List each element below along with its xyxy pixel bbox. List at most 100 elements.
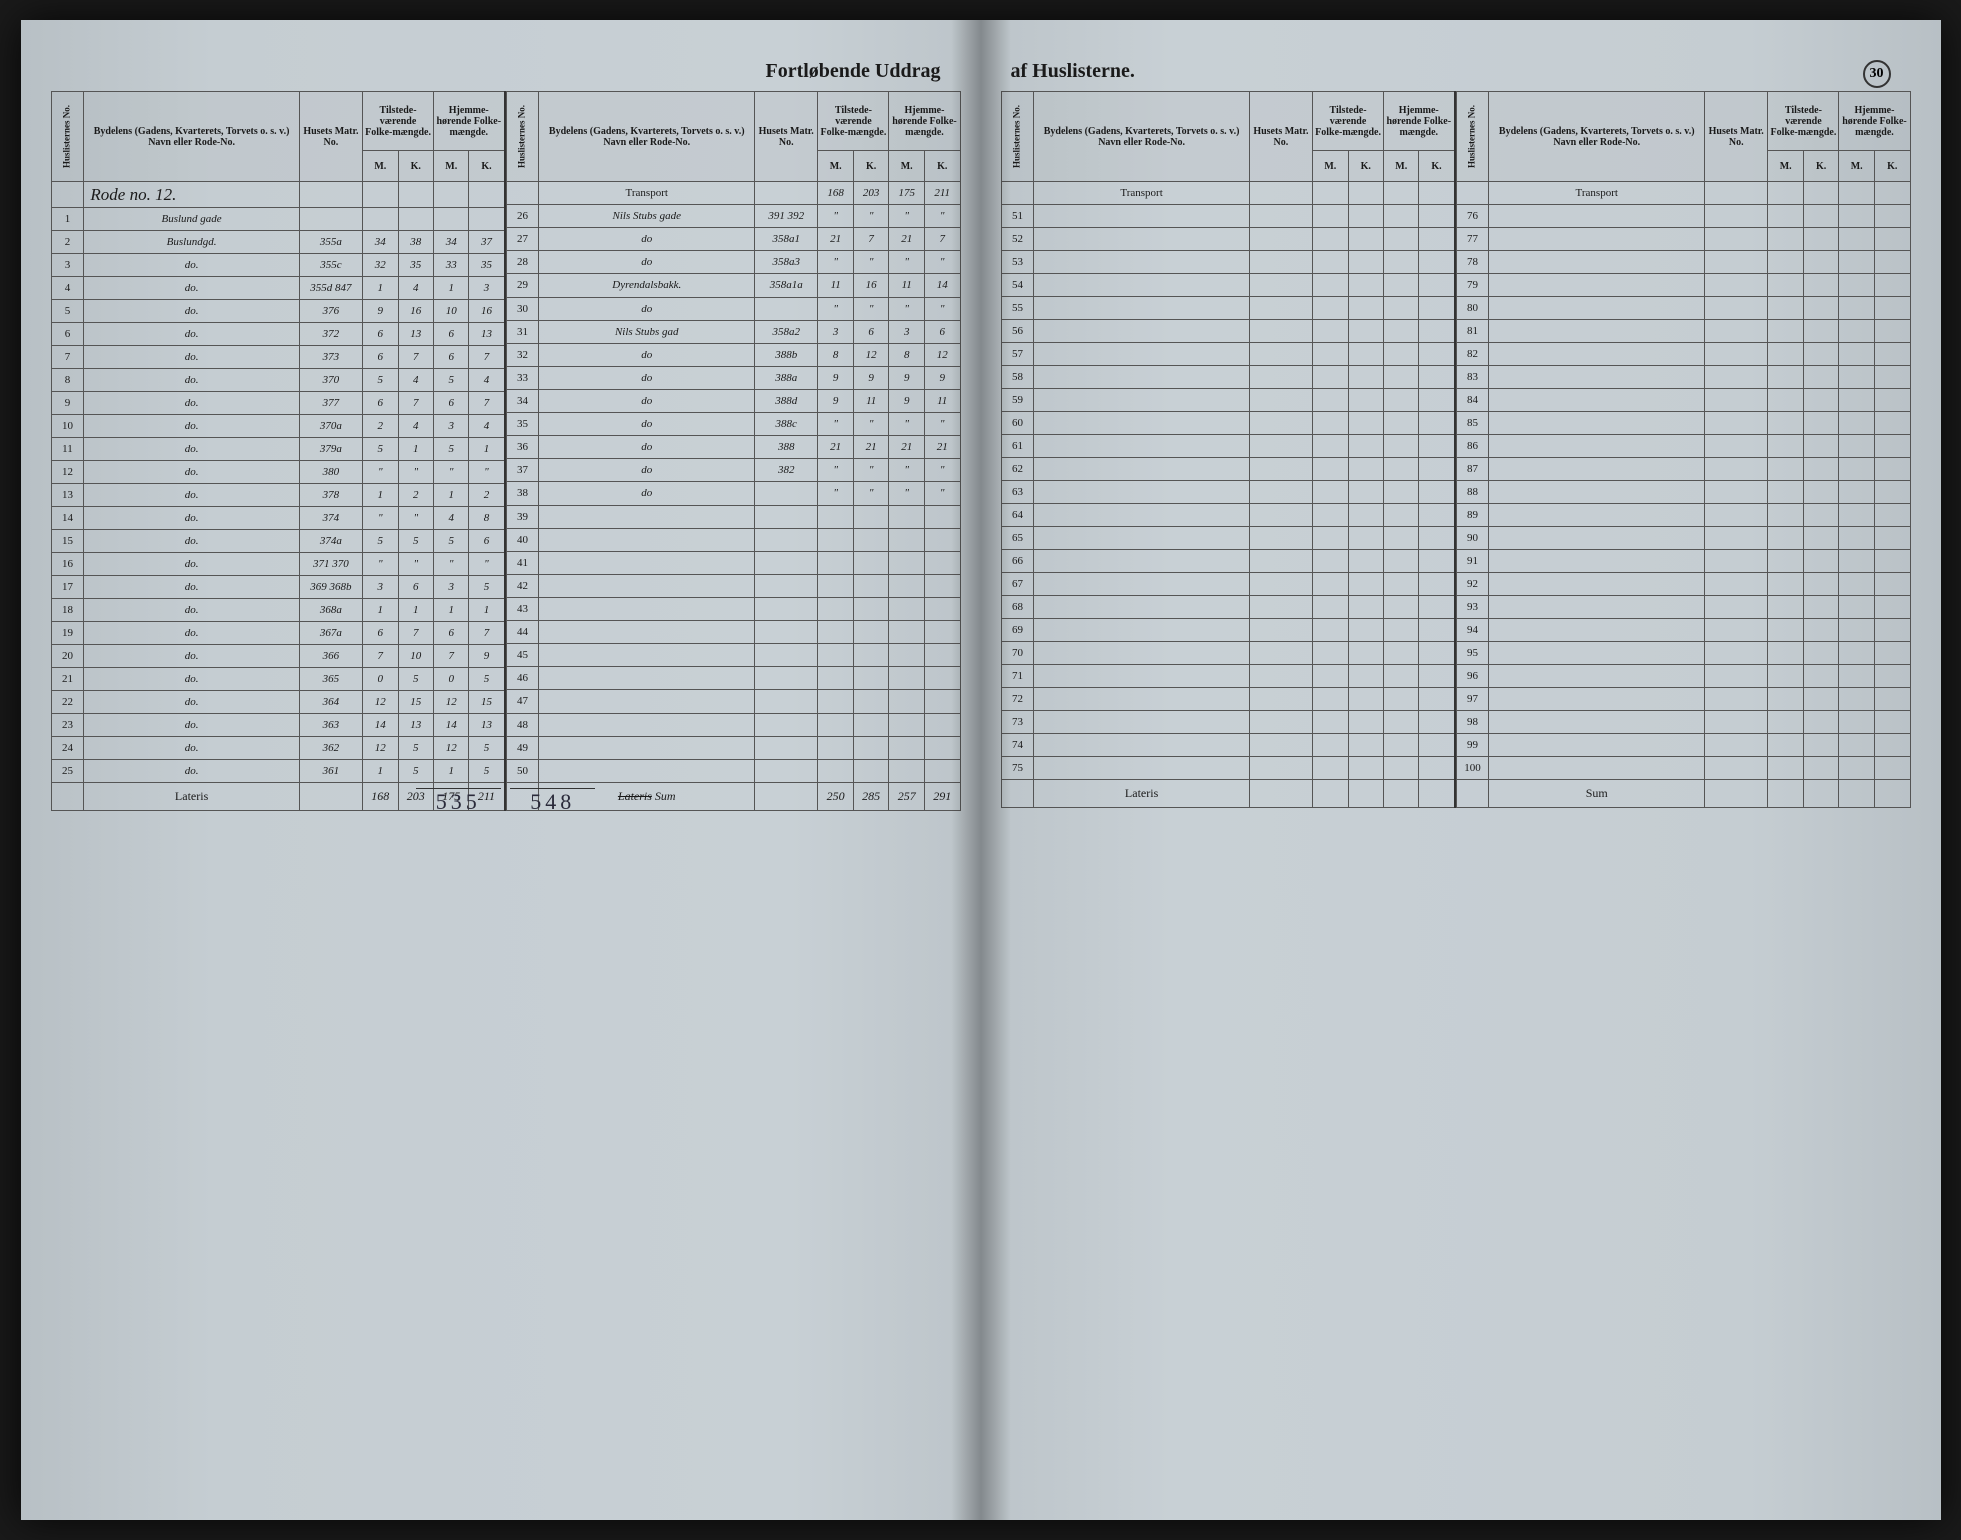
- row-m2: [889, 505, 925, 528]
- row-name: do: [539, 251, 755, 274]
- table-row: 26Nils Stubs gade391 392"""": [506, 205, 960, 228]
- row-name: [1034, 711, 1249, 734]
- row-matr: [755, 574, 818, 597]
- row-k1: [1803, 688, 1839, 711]
- row-m2: [1384, 734, 1419, 757]
- row-name: [1489, 711, 1705, 734]
- row-k2: [924, 528, 960, 551]
- row-matr: [1249, 734, 1312, 757]
- row-k1: [853, 690, 889, 713]
- table-row: 28do358a3"""": [506, 251, 960, 274]
- row-k1: [1803, 573, 1839, 596]
- row-name: do.: [84, 323, 299, 346]
- hdr-m: M.: [889, 151, 925, 182]
- row-m2: 9: [889, 366, 925, 389]
- table-row: 11do.379a5151: [51, 437, 505, 460]
- row-name: do: [539, 459, 755, 482]
- row-m1: [1313, 504, 1348, 527]
- row-k1: [1348, 228, 1383, 251]
- row-m1: [1768, 550, 1804, 573]
- row-m2: [1839, 734, 1875, 757]
- row-k1: 1: [398, 598, 433, 621]
- row-k2: 16: [469, 300, 505, 323]
- row-name: [539, 551, 755, 574]
- row-k1: [1803, 297, 1839, 320]
- row-matr: [1705, 504, 1768, 527]
- table-row: 15do.374a5556: [51, 529, 505, 552]
- table-row: 9do.3776767: [51, 392, 505, 415]
- row-m1: [1313, 366, 1348, 389]
- row-no: 37: [506, 459, 539, 482]
- row-name: [1489, 228, 1705, 251]
- table-row: 87: [1456, 458, 1910, 481]
- row-m1: 11: [818, 274, 854, 297]
- row-name: do.: [84, 759, 299, 782]
- row-matr: [1705, 665, 1768, 688]
- row-name: do.: [84, 621, 299, 644]
- row-matr: 391 392: [755, 205, 818, 228]
- row-m1: [1768, 251, 1804, 274]
- row-m2: [1384, 297, 1419, 320]
- row-k1: 35: [398, 254, 433, 277]
- sum-k1: 285: [853, 783, 889, 811]
- row-matr: [1249, 435, 1312, 458]
- row-matr: 364: [299, 690, 362, 713]
- table-row: 1Buslund gade: [51, 208, 505, 231]
- row-matr: [1249, 251, 1312, 274]
- table-row: 56: [1001, 320, 1455, 343]
- row-matr: [1705, 251, 1768, 274]
- table-row: 12do.380"""": [51, 460, 505, 483]
- row-k2: [1874, 274, 1910, 297]
- row-m1: 12: [363, 690, 398, 713]
- row-k2: [924, 759, 960, 782]
- table-row: 81: [1456, 320, 1910, 343]
- row-k2: [1874, 734, 1910, 757]
- table-row: 27do358a1217217: [506, 228, 960, 251]
- row-no: 98: [1456, 711, 1489, 734]
- row-k1: 1: [398, 437, 433, 460]
- row-m2: 10: [434, 300, 469, 323]
- row-matr: 368a: [299, 598, 362, 621]
- row-name: [1489, 550, 1705, 573]
- row-k2: [1874, 596, 1910, 619]
- row-matr: 367a: [299, 621, 362, 644]
- row-no: 96: [1456, 665, 1489, 688]
- row-matr: 388d: [755, 389, 818, 412]
- table-row: 19do.367a6767: [51, 621, 505, 644]
- row-k1: 6: [853, 320, 889, 343]
- row-name: [539, 505, 755, 528]
- block-b-body: Transport 168 203 175 211 26Nils Stubs g…: [506, 182, 960, 783]
- row-m1: 9: [818, 366, 854, 389]
- row-m1: 5: [363, 529, 398, 552]
- row-k1: 4: [398, 369, 433, 392]
- row-no: 58: [1001, 366, 1034, 389]
- row-name: [1489, 573, 1705, 596]
- row-m2: [1839, 527, 1875, 550]
- table-row: 18do.368a1111: [51, 598, 505, 621]
- row-matr: 376: [299, 300, 362, 323]
- row-m1: [1768, 665, 1804, 688]
- row-m2: [1839, 642, 1875, 665]
- row-name: do.: [84, 346, 299, 369]
- row-k1: [1803, 389, 1839, 412]
- row-matr: [1705, 435, 1768, 458]
- row-k1: 12: [853, 343, 889, 366]
- table-row: 92: [1456, 573, 1910, 596]
- row-m1: [1768, 228, 1804, 251]
- row-matr: [1249, 573, 1312, 596]
- row-k1: [1348, 757, 1383, 780]
- row-k1: [1348, 504, 1383, 527]
- row-k2: [1874, 665, 1910, 688]
- row-k1: [853, 713, 889, 736]
- row-matr: 358a1a: [755, 274, 818, 297]
- row-matr: [1705, 343, 1768, 366]
- row-m2: 7: [434, 644, 469, 667]
- table-row: 17do.369 368b3635: [51, 575, 505, 598]
- row-m1: [1313, 205, 1348, 228]
- table-row: 32do388b812812: [506, 343, 960, 366]
- row-k2: [1874, 527, 1910, 550]
- row-k1: ": [853, 251, 889, 274]
- row-m1: [1313, 320, 1348, 343]
- hdr-m: M.: [1839, 151, 1875, 182]
- table-row: 46: [506, 667, 960, 690]
